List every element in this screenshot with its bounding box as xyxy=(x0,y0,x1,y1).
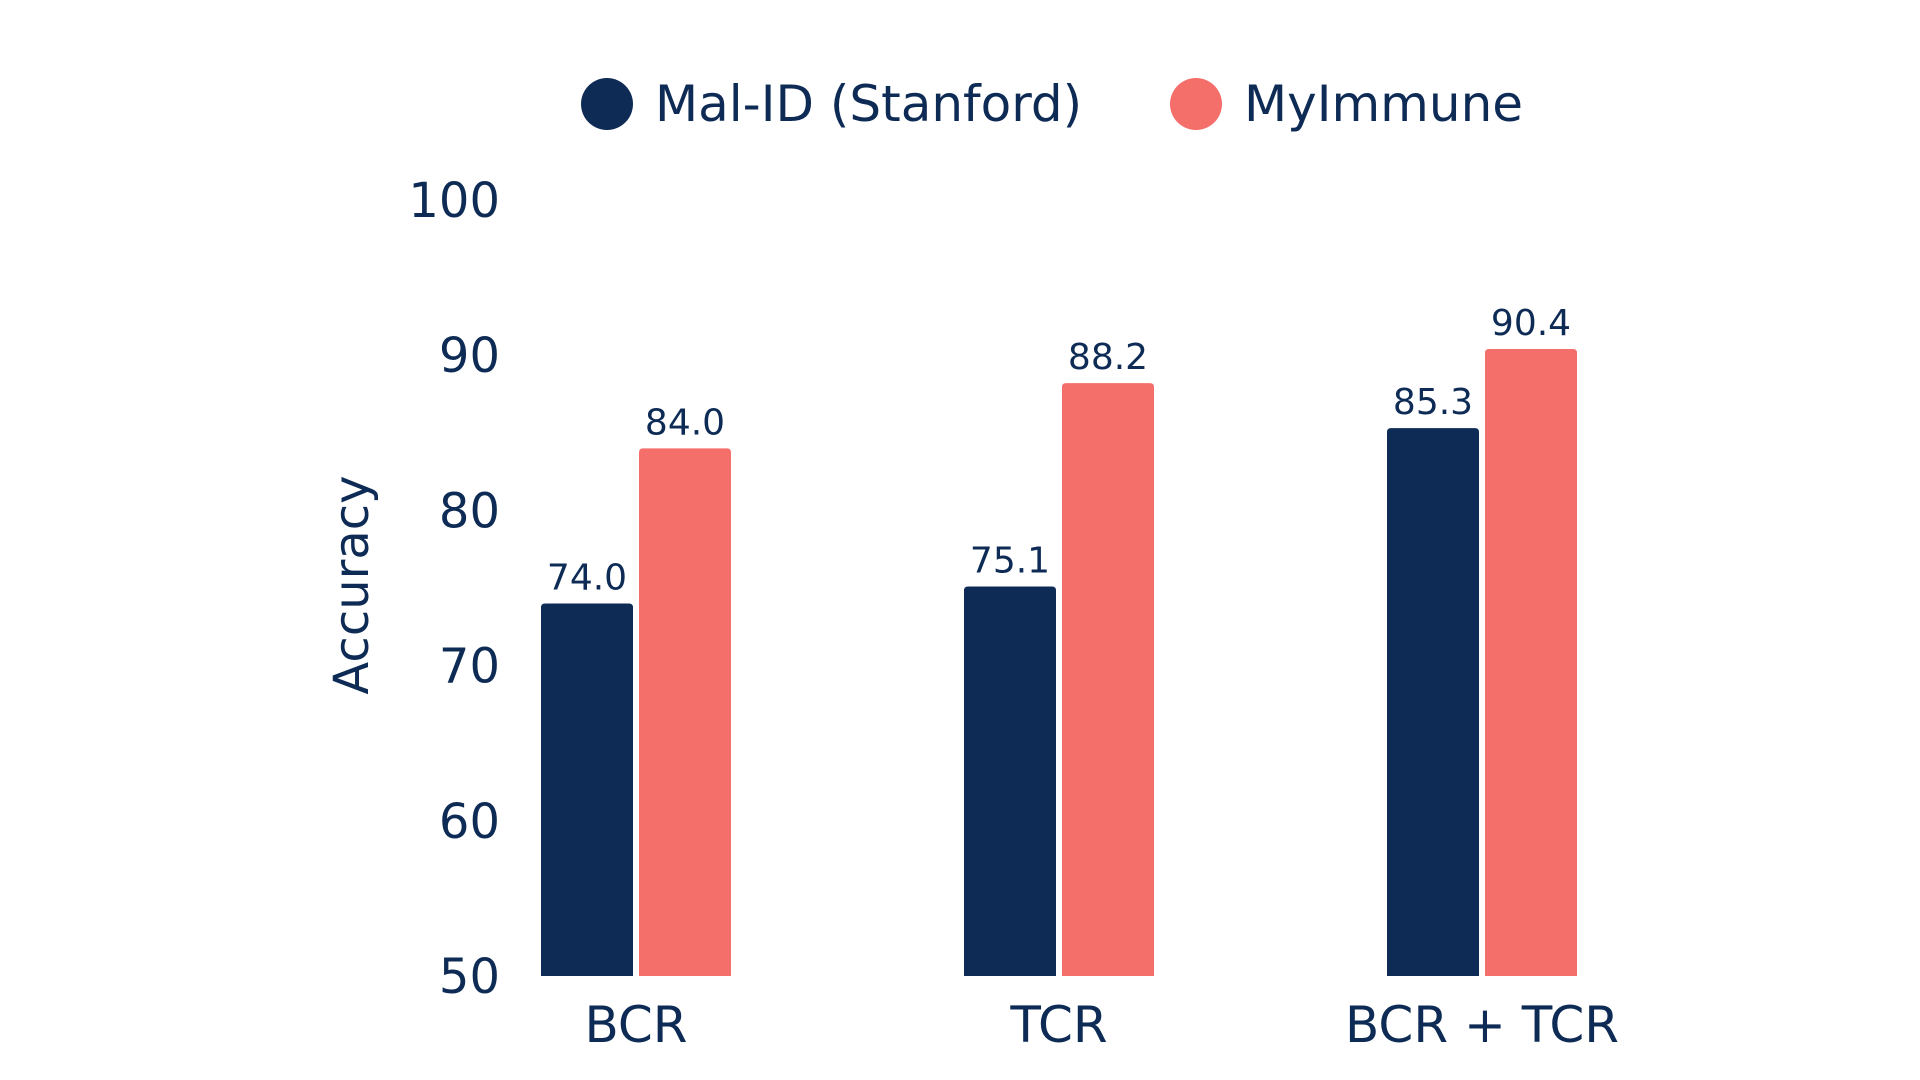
y-tick-label: 60 xyxy=(439,794,500,850)
bar-2-3 xyxy=(1485,348,1577,976)
x-category-label: BCR + TCR xyxy=(1345,996,1619,1054)
bar-1-3 xyxy=(1387,428,1479,976)
x-axis-categories: BCR TCR BCR + TCR xyxy=(584,996,1619,1054)
value-label: 85.3 xyxy=(1393,382,1473,423)
x-category-label: BCR xyxy=(584,996,687,1054)
bar-1-2 xyxy=(964,586,1056,976)
y-tick-label: 90 xyxy=(439,328,500,384)
y-axis-ticks: 50 60 70 80 90 100 xyxy=(408,173,500,1005)
bars xyxy=(541,348,1577,976)
y-tick-label: 100 xyxy=(408,173,500,229)
bar-1-1 xyxy=(541,603,633,976)
bar-2-1 xyxy=(639,448,731,976)
value-labels: 74.0 84.0 75.1 88.2 85.3 90.4 xyxy=(547,303,1571,599)
value-label: 75.1 xyxy=(970,540,1050,581)
value-label: 84.0 xyxy=(645,402,725,443)
legend-marker-1 xyxy=(581,78,633,130)
x-category-label: TCR xyxy=(1009,996,1107,1054)
bar-2-2 xyxy=(1062,383,1154,976)
legend: Mal-ID (Stanford) MyImmune xyxy=(581,75,1523,133)
legend-label-2: MyImmune xyxy=(1244,75,1523,133)
value-label: 90.4 xyxy=(1491,303,1571,344)
value-label: 74.0 xyxy=(547,558,627,599)
y-tick-label: 50 xyxy=(439,949,500,1005)
y-axis-label: Accuracy xyxy=(324,475,380,694)
value-label: 88.2 xyxy=(1068,337,1148,378)
y-tick-label: 70 xyxy=(439,639,500,695)
y-tick-label: 80 xyxy=(439,483,500,539)
legend-label-1: Mal-ID (Stanford) xyxy=(655,75,1082,133)
legend-marker-2 xyxy=(1170,78,1222,130)
